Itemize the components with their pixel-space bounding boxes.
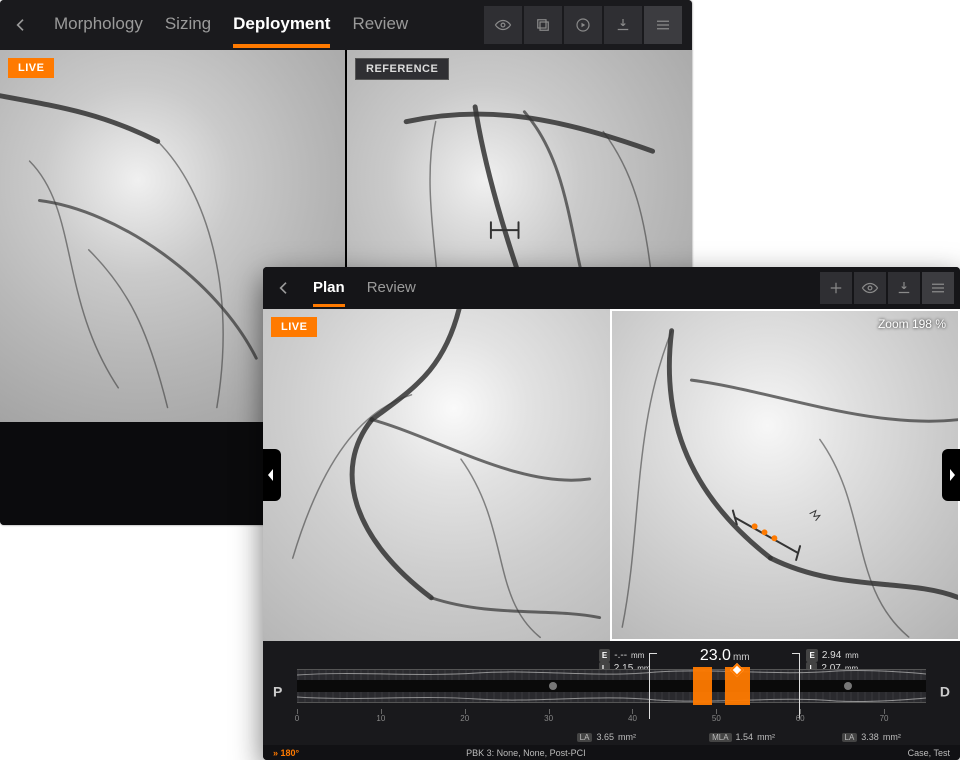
cursor-icon [809, 511, 819, 521]
copy-button[interactable] [524, 6, 562, 44]
zoom-label: Zoom 198 % [878, 317, 946, 331]
topbar-front: Plan Review [263, 267, 960, 309]
eye-icon [861, 279, 879, 297]
footer: » 180° PBK 3: None, None, Post-PCI Case,… [263, 745, 960, 760]
play-button[interactable] [564, 6, 602, 44]
back-button[interactable] [269, 273, 299, 303]
ivus-panel: P D E-.--mm L2.15mm 23.0mm E2.94mm L2.07… [263, 641, 960, 745]
segment-highlight [693, 667, 712, 705]
tab-morphology[interactable]: Morphology [54, 2, 143, 44]
angiogram-vessels [263, 309, 610, 641]
mla-row: LA3.65mm² MLA1.54mm² LA3.38mm² [263, 732, 960, 746]
window-plan: Plan Review [263, 267, 960, 760]
export-button[interactable] [888, 272, 920, 304]
viewport-front: LIVE Zoom 198 % [263, 309, 960, 641]
visibility-button[interactable] [854, 272, 886, 304]
tab-review[interactable]: Review [352, 2, 408, 44]
marker-dot [549, 682, 557, 690]
ivus-track[interactable]: E-.--mm L2.15mm 23.0mm E2.94mm L2.07mm [297, 651, 926, 721]
copy-icon [534, 16, 552, 34]
export-button[interactable] [604, 6, 642, 44]
chevron-left-icon [266, 467, 276, 483]
tab-deployment[interactable]: Deployment [233, 2, 330, 48]
ruler: 010203040506070 [297, 709, 926, 723]
badge-live: LIVE [271, 317, 317, 337]
plus-icon [827, 279, 845, 297]
toolbar-front [820, 272, 954, 304]
expand-left-handle[interactable] [263, 449, 281, 501]
badge-reference: REFERENCE [355, 58, 449, 80]
menu-button[interactable] [644, 6, 682, 44]
play-icon [574, 16, 592, 34]
footer-pbk: PBK 3: None, None, Post-PCI [466, 748, 586, 758]
chevron-right-icon [947, 467, 957, 483]
tab-sizing[interactable]: Sizing [165, 2, 211, 44]
arrow-left-icon [276, 280, 292, 296]
menu-button[interactable] [922, 272, 954, 304]
footer-case: Case, Test [908, 748, 950, 758]
arrow-left-icon [13, 17, 29, 33]
topbar-back: Morphology Sizing Deployment Review [0, 0, 692, 50]
label-distal: D [940, 683, 950, 699]
tab-plan[interactable]: Plan [313, 269, 345, 307]
pane-zoom-front[interactable]: Zoom 198 % [610, 309, 960, 641]
pane-live-front[interactable]: LIVE [263, 309, 610, 641]
ivus-lumen-outline [297, 663, 926, 709]
footer-angle: » 180° [273, 748, 299, 758]
export-icon [614, 16, 632, 34]
back-button[interactable] [6, 10, 36, 40]
expand-right-handle[interactable] [942, 449, 960, 501]
tabs-front: Plan Review [313, 269, 806, 307]
tabs-back: Morphology Sizing Deployment Review [54, 2, 466, 48]
angiogram-vessels [612, 311, 959, 639]
tab-review[interactable]: Review [367, 269, 416, 304]
menu-icon [929, 279, 947, 297]
menu-icon [654, 16, 672, 34]
export-icon [895, 279, 913, 297]
visibility-button[interactable] [484, 6, 522, 44]
eye-icon [494, 16, 512, 34]
add-button[interactable] [820, 272, 852, 304]
badge-live: LIVE [8, 58, 54, 78]
label-proximal: P [273, 683, 282, 699]
toolbar-back [484, 6, 682, 44]
